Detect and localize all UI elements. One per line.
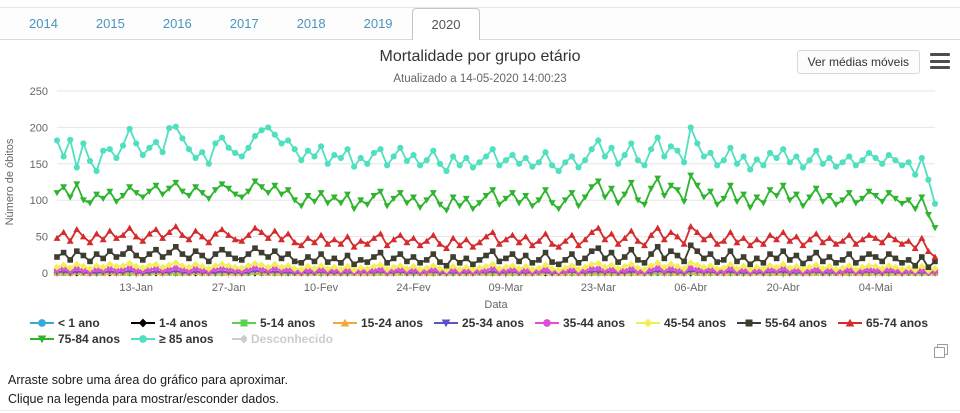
year-tab-bar: 2014 2015 2016 2017 2018 2019 2020 [0, 7, 960, 40]
x-tick-label: 10-Fev [304, 282, 339, 294]
legend-item-55-64-anos[interactable]: 55-64 anos [737, 315, 838, 331]
y-axis-title: Número de óbitos [4, 138, 16, 225]
y-tick-label: 50 [36, 232, 48, 244]
x-tick-label: 24-Fev [396, 282, 431, 294]
legend-label: 65-74 anos [866, 316, 929, 330]
legend-marker-icon [434, 319, 458, 328]
legend-marker-icon [232, 319, 256, 327]
tab-2016[interactable]: 2016 [162, 16, 192, 31]
hint-legend: Clique na legenda para mostrar/esconder … [8, 392, 280, 406]
series-45-54 anos [53, 259, 939, 275]
panel-bottom-divider [0, 410, 960, 411]
y-tick-label: 150 [30, 159, 48, 171]
legend-label: 15-24 anos [361, 316, 424, 330]
legend-marker-icon [131, 335, 155, 343]
legend-item-5-14-anos[interactable]: 5-14 anos [232, 315, 333, 331]
tab-2014[interactable]: 2014 [29, 16, 58, 31]
x-tick-label: 23-Mar [581, 282, 616, 294]
tab-2018[interactable]: 2018 [296, 16, 326, 31]
y-tick-label: 200 [30, 122, 48, 134]
tab-2015[interactable]: 2015 [95, 16, 125, 31]
chart-title: Mortalidade por grupo etário [379, 48, 581, 65]
legend-item-75-84-anos[interactable]: 75-84 anos [30, 331, 131, 347]
y-tick-label: 250 [30, 86, 48, 98]
legend-marker-icon [535, 319, 559, 327]
legend-marker-icon [30, 319, 54, 327]
legend-marker-icon [30, 335, 54, 344]
legend-marker-icon [232, 334, 247, 344]
x-tick-label: 13-Jan [119, 282, 153, 294]
hamburger-menu-icon[interactable] [930, 53, 950, 69]
legend-item-≥-85-anos[interactable]: ≥ 85 anos [131, 331, 232, 347]
x-axis-title: Data [484, 299, 508, 311]
legend-item-65-74-anos[interactable]: 65-74 anos [838, 315, 939, 331]
legend-label: 75-84 anos [58, 332, 121, 346]
legend-item-25-34-anos[interactable]: 25-34 anos [434, 315, 535, 331]
legend-item-45-54-anos[interactable]: 45-54 anos [636, 315, 737, 331]
hint-zoom: Arraste sobre uma área do gráfico para a… [8, 373, 288, 387]
copy-icon[interactable] [934, 344, 948, 358]
chart-legend: < 1 ano 1-4 anos 5-14 anos 15-24 anos 25-34 … [30, 315, 946, 347]
x-tick-label: 06-Abr [674, 282, 707, 294]
legend-item-1-4-anos[interactable]: 1-4 anos [131, 315, 232, 331]
legend-item-<-1-ano[interactable]: < 1 ano [30, 315, 131, 331]
series-≥ 85 anos [53, 123, 939, 207]
y-tick-label: 0 [42, 268, 48, 280]
legend-label: Desconhecido [250, 332, 333, 346]
legend-item-35-44-anos[interactable]: 35-44 anos [535, 315, 636, 331]
legend-marker-icon [838, 318, 862, 327]
chart-subtitle: Atualizado a 14-05-2020 14:00:23 [393, 73, 567, 85]
x-tick-label: 27-Jan [212, 282, 246, 294]
legend-label: ≥ 85 anos [159, 332, 214, 346]
legend-item-15-24-anos[interactable]: 15-24 anos [333, 315, 434, 331]
series-65-74 anos [53, 223, 939, 260]
x-tick-label: 09-Mar [488, 282, 523, 294]
legend-item-Desconhecido[interactable]: Desconhecido [232, 331, 333, 347]
series-55-64 anos [54, 242, 938, 270]
y-tick-label: 100 [30, 195, 48, 207]
legend-marker-icon [737, 319, 761, 327]
x-tick-label: 20-Abr [767, 282, 800, 294]
legend-label: 35-44 anos [563, 316, 626, 330]
legend-label: 5-14 anos [260, 316, 316, 330]
legend-label: 1-4 anos [159, 316, 208, 330]
legend-marker-icon [333, 318, 357, 327]
x-tick-label: 04-Mai [859, 282, 893, 294]
chart-plot-area[interactable]: 0 50 100 150 200 250 13-Jan 27-Jan 10-Fev 24-Fev 0… [0, 85, 960, 313]
legend-label: < 1 ano [58, 316, 100, 330]
legend-marker-icon [131, 318, 155, 328]
legend-label: 25-34 anos [462, 316, 525, 330]
legend-label: 45-54 anos [664, 316, 727, 330]
usage-hints: Arraste sobre uma área do gráfico para a… [8, 371, 288, 409]
tab-2019[interactable]: 2019 [363, 16, 393, 31]
legend-marker-icon [636, 318, 660, 328]
series-75-84 anos [53, 172, 939, 232]
moving-averages-button[interactable]: Ver médias móveis [796, 50, 920, 74]
legend-label: 55-64 anos [765, 316, 828, 330]
tab-2017[interactable]: 2017 [229, 16, 259, 31]
tab-2020[interactable]: 2020 [411, 8, 481, 40]
